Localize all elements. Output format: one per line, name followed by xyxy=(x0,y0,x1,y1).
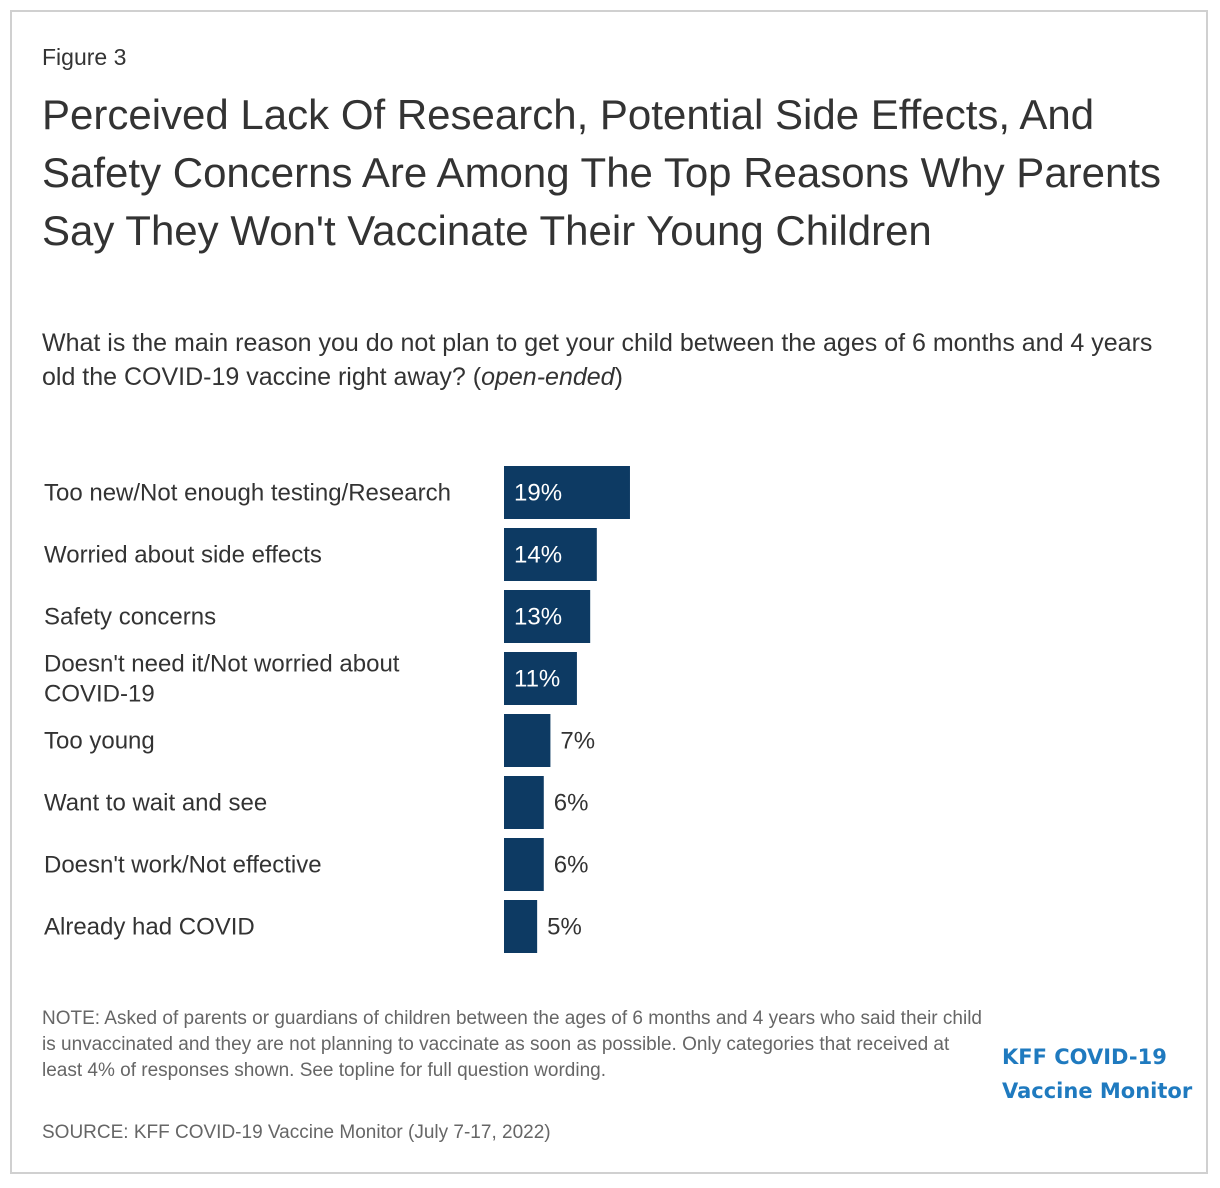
figure-label: Figure 3 xyxy=(42,44,127,70)
subtitle-question: What is the main reason you do not plan … xyxy=(42,329,1153,391)
chart-source: SOURCE: KFF COVID-19 Vaccine Monitor (Ju… xyxy=(42,1122,551,1143)
subtitle-italic: open-ended xyxy=(481,363,615,391)
figure-frame xyxy=(10,10,1208,1174)
logo-line-1: KFF COVID-19 xyxy=(1002,1045,1167,1069)
chart-subtitle: What is the main reason you do not plan … xyxy=(42,329,1153,391)
chart-title: Perceived Lack Of Research, Potential Si… xyxy=(42,91,1162,254)
chart-note: NOTE: Asked of parents or guardians of c… xyxy=(42,1008,982,1081)
kff-logo: KFF COVID-19 Vaccine Monitor xyxy=(1002,1040,1192,1108)
logo-line-2: Vaccine Monitor xyxy=(1002,1079,1193,1103)
